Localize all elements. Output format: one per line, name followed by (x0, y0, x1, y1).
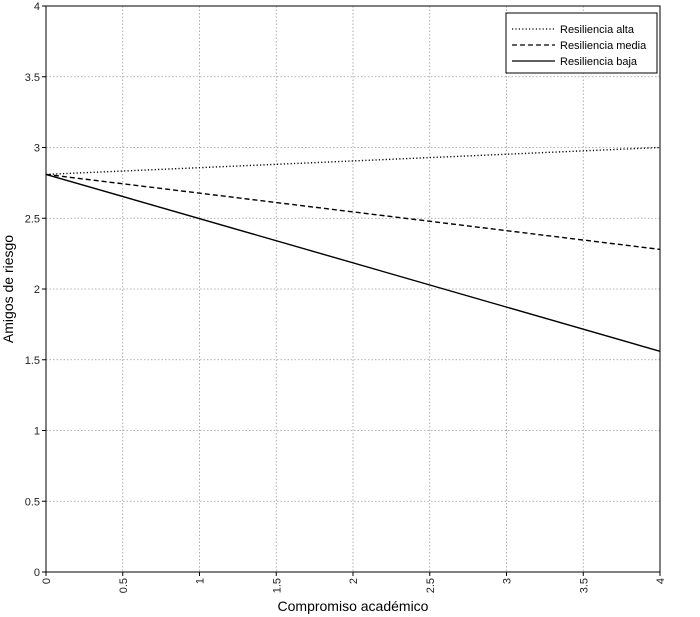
series (45, 146, 661, 352)
legend-label-baja: Resiliencia baja (560, 56, 638, 68)
y-tick-label: 3 (34, 143, 40, 155)
legend-label-alta: Resiliencia alta (560, 24, 635, 36)
plot-frame (45, 5, 661, 573)
x-tick-label: 0 (41, 578, 53, 584)
y-tick-label: 1 (34, 426, 40, 438)
x-tick-label: 2 (348, 578, 360, 584)
x-tick-label: 0.5 (118, 578, 130, 593)
grid (46, 6, 660, 572)
series-line-media (45, 173, 661, 251)
series-line-alta (45, 146, 661, 176)
y-tick-label: 2.5 (25, 213, 40, 225)
series-line-baja (45, 173, 661, 352)
y-tick-label: 0 (34, 567, 40, 579)
y-axis-ticks: 0 0.5 1 1.5 2 2.5 3 3.5 4 (25, 1, 46, 579)
x-tick-label: 3.5 (578, 578, 590, 593)
x-axis-ticks: 0 0.5 1 1.5 2 2.5 3 3.5 4 (41, 572, 667, 593)
x-tick-label: 3 (502, 578, 514, 584)
x-tick-label: 1 (195, 578, 207, 584)
legend-label-media: Resiliencia media (560, 40, 647, 52)
legend-box (505, 12, 658, 74)
y-tick-label: 3.5 (25, 72, 40, 84)
x-tick-label: 4 (655, 578, 667, 584)
y-tick-label: 4 (34, 1, 40, 13)
legend: Resiliencia alta Resiliencia media Resil… (505, 12, 658, 74)
x-axis-title: Compromiso académico (278, 598, 429, 614)
x-tick-label: 1.5 (271, 578, 283, 593)
y-tick-label: 2 (34, 284, 40, 296)
x-tick-label: 2.5 (425, 578, 437, 593)
y-axis-title: Amigos de riesgo (0, 235, 16, 343)
y-tick-label: 0.5 (25, 496, 40, 508)
y-tick-label: 1.5 (25, 355, 40, 367)
